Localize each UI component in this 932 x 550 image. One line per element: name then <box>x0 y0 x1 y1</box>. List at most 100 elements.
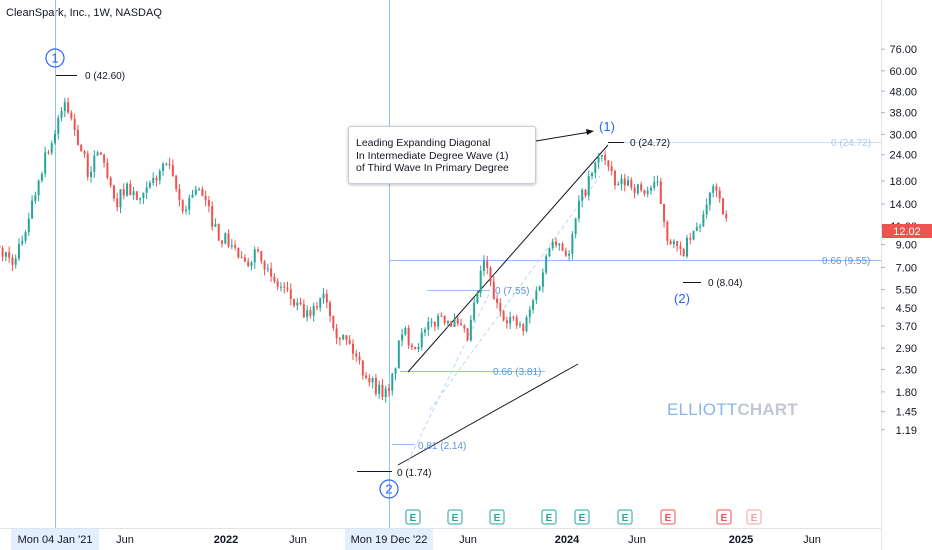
candle-body <box>86 153 89 177</box>
candle-body <box>417 347 420 350</box>
candle-body <box>401 334 404 341</box>
candle-body <box>450 321 453 327</box>
candle-body <box>37 180 40 196</box>
candle-body <box>178 188 181 201</box>
time-tick-label: Mon 04 Jan '21 <box>18 534 93 546</box>
candle-body <box>67 102 70 113</box>
candle-body <box>70 112 73 119</box>
candle-body <box>8 252 11 258</box>
note-line-3: of Third Wave In Primary Degree <box>356 162 509 174</box>
candle-body <box>574 218 577 235</box>
candle-body <box>600 154 603 157</box>
candle-body <box>479 270 482 293</box>
candle-body <box>243 257 246 262</box>
earnings-marker <box>617 509 633 525</box>
candle-body <box>607 160 610 167</box>
candle-body <box>296 302 299 306</box>
candle-body <box>289 289 292 299</box>
candle-body <box>548 248 551 257</box>
time-tick-label: 2022 <box>214 534 238 546</box>
candle-body <box>40 173 43 181</box>
earnings-marker-label: E <box>665 513 672 524</box>
candle-body <box>463 325 466 329</box>
candle-body <box>558 243 561 246</box>
time-tick-label: Mon 19 Dec '22 <box>351 534 428 546</box>
candle-body <box>571 234 574 254</box>
candle-body <box>561 243 564 251</box>
candle-body <box>207 200 210 206</box>
earnings-marker <box>489 509 505 525</box>
candle-body <box>54 133 56 144</box>
candle-body <box>279 286 282 288</box>
candle-body <box>201 189 204 196</box>
candle-body <box>604 154 607 161</box>
candle-body <box>715 186 718 191</box>
candle-body <box>355 353 358 357</box>
candle-body <box>11 257 14 265</box>
label-2472-right: 0 (24.72) <box>831 138 871 149</box>
candle-body <box>564 250 567 256</box>
wave-circle-1-marker <box>45 48 65 68</box>
candle-body <box>351 343 354 354</box>
candle-body <box>263 261 266 270</box>
candle-body <box>722 198 724 214</box>
candle-body <box>250 262 253 267</box>
candle-body <box>1 248 4 257</box>
candle-body <box>116 198 119 208</box>
candle-body <box>368 377 371 383</box>
candle-body <box>692 230 695 240</box>
candle-body <box>270 268 273 277</box>
label-804: 0 (8.04) <box>708 278 742 289</box>
candle-body <box>518 324 521 326</box>
earnings-marker-label: E <box>452 513 459 524</box>
candle-body <box>699 226 702 228</box>
candle-body <box>240 257 243 259</box>
time-tick-highlight <box>11 529 99 550</box>
candle-body <box>214 223 217 227</box>
candle-body <box>410 345 413 347</box>
candle-body <box>145 187 148 193</box>
price-tick-label: 1.45 <box>896 407 917 419</box>
candle-body <box>725 213 728 219</box>
candle-body <box>374 378 377 394</box>
note-arrow-head <box>586 129 594 135</box>
watermark: ELLIOTTCHART <box>667 400 798 420</box>
candle-body <box>165 163 168 165</box>
candle-body <box>718 190 721 199</box>
label-081: 0.81 (2.14) <box>418 441 466 452</box>
candle-body <box>496 298 499 304</box>
candle-body <box>227 233 230 247</box>
time-axis[interactable]: Mon 04 Jan '21 Jun 2022 Jun Mon 19 Dec '22 Ju… <box>11 529 821 550</box>
note-arrow-line <box>535 131 591 142</box>
wave-note-box[interactable]: Leading Expanding Diagonal In Intermedia… <box>348 126 536 184</box>
candle-body <box>211 205 214 227</box>
candle-body <box>122 189 125 196</box>
price-tick-label: 18.00 <box>889 176 917 188</box>
candle-body <box>162 163 165 172</box>
candle-body <box>325 293 328 303</box>
candle-body <box>109 177 112 186</box>
time-tick-label: Jun <box>628 534 646 546</box>
candle-body <box>44 152 47 174</box>
candle-body <box>293 298 296 306</box>
candle-body <box>528 309 531 318</box>
watermark-part-2: CHART <box>737 400 798 419</box>
candle-body <box>407 328 410 346</box>
price-tick-label: 38.00 <box>889 108 917 120</box>
price-tick-label: 48.00 <box>889 86 917 98</box>
candle-body <box>63 102 66 111</box>
candle-body <box>482 260 485 271</box>
price-tick-label: 60.00 <box>889 66 917 78</box>
price-axis[interactable]: 76.00 60.00 48.00 38.00 30.00 24.00 18.00 14.00… <box>881 44 917 437</box>
candle-body <box>522 324 525 332</box>
last-price-badge <box>882 224 932 238</box>
candle-body <box>584 189 587 196</box>
candle-body <box>460 323 463 326</box>
candle-body <box>283 286 286 288</box>
candle-body <box>361 360 364 376</box>
earnings-marker-label: E <box>751 513 758 524</box>
candle-body <box>551 241 554 249</box>
candle-body <box>276 281 279 288</box>
